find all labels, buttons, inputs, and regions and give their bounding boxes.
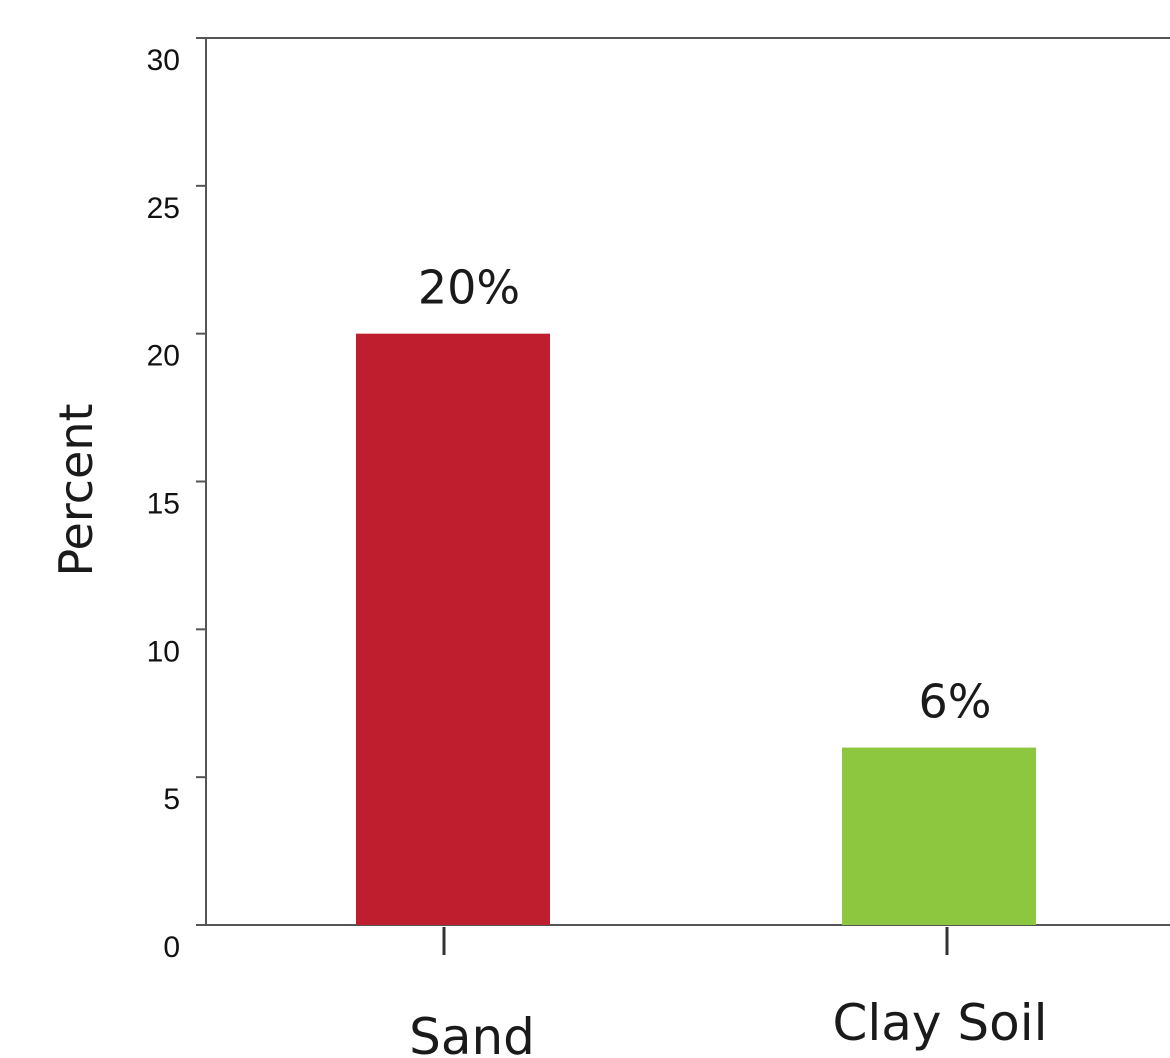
y-tick-label: 0 [163,931,180,964]
y-tick-label: 10 [147,635,180,668]
y-tick-label: 25 [147,192,180,225]
bar-data-label: 20% [418,261,520,315]
y-tick-label: 15 [147,488,180,521]
bar-data-label: 6% [919,675,992,729]
bar-clay-soil [842,747,1036,925]
y-tick-label: 20 [147,340,180,373]
y-axis-title: Percent [49,403,103,576]
y-tick-label: 5 [163,783,180,816]
y-axis-ticks: 0 5 10 15 20 25 30 [147,37,206,964]
y-tick-label: 30 [147,44,180,77]
x-category-label: Clay Soil [832,994,1047,1052]
x-category-label: Sand [409,1008,535,1058]
bar-sand [356,333,550,926]
x-axis-ticks: Sand Clay Soil [409,927,1048,1058]
bars: 20% 6% [356,261,1036,926]
